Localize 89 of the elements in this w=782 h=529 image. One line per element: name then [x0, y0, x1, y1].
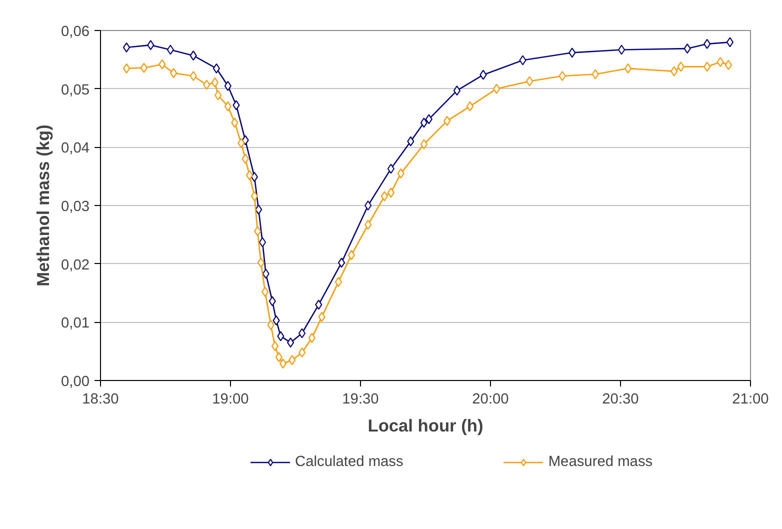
point — [279, 358, 287, 369]
point — [254, 226, 262, 236]
y-tick-label: 0,04 — [60, 140, 90, 157]
point — [726, 37, 734, 48]
point — [308, 332, 316, 343]
point — [724, 60, 732, 70]
x-tick-label: 18:30 — [82, 392, 119, 408]
y-tick-label: 0,02 — [60, 257, 90, 274]
point — [246, 170, 254, 180]
point — [267, 320, 274, 330]
point — [170, 68, 178, 78]
point — [255, 204, 262, 215]
point — [444, 116, 451, 126]
point — [203, 80, 210, 90]
point — [166, 44, 174, 55]
y-tick-label: 0,01 — [60, 316, 90, 332]
point — [250, 191, 258, 202]
point — [704, 62, 711, 72]
point — [268, 296, 276, 306]
point — [287, 338, 294, 348]
point — [122, 63, 130, 74]
point — [298, 347, 306, 358]
point — [224, 80, 232, 91]
point — [387, 164, 394, 174]
y-axis-title: Methanol mass (kg) — [32, 124, 53, 286]
x-tick-label: 21:00 — [732, 392, 769, 408]
point — [242, 154, 249, 164]
point — [397, 168, 404, 178]
point — [348, 250, 355, 260]
point — [677, 62, 684, 72]
point — [425, 114, 432, 124]
point — [211, 77, 218, 88]
point — [288, 355, 296, 366]
point — [526, 76, 534, 86]
point — [250, 172, 258, 182]
point — [387, 188, 394, 198]
point — [480, 70, 487, 80]
point — [262, 286, 269, 297]
point — [338, 258, 346, 268]
legend-label: Measured mass — [548, 454, 653, 470]
point — [140, 62, 148, 73]
point — [298, 328, 306, 338]
point — [704, 38, 711, 49]
point — [271, 341, 279, 352]
x-tick-label: 20:30 — [602, 392, 639, 408]
point — [262, 268, 270, 279]
point — [364, 200, 372, 211]
point — [275, 352, 282, 362]
point — [568, 48, 576, 58]
point — [318, 312, 326, 322]
point — [238, 138, 245, 148]
legend-label: Calculated mass — [295, 454, 404, 470]
point — [334, 276, 342, 287]
point — [231, 118, 238, 128]
point — [380, 191, 388, 202]
point — [122, 42, 130, 52]
y-tick-label: 0,05 — [60, 82, 90, 98]
x-tick-label: 19:30 — [342, 392, 379, 408]
point — [519, 55, 526, 66]
point — [212, 63, 220, 74]
point — [618, 44, 626, 55]
point — [258, 237, 266, 248]
point — [420, 139, 428, 150]
point — [407, 136, 414, 146]
point — [272, 315, 280, 326]
point — [277, 331, 284, 342]
point — [420, 118, 428, 128]
y-tick-label: 0,06 — [60, 24, 90, 40]
point — [315, 300, 322, 310]
point — [624, 63, 632, 74]
x-axis-title: Local hour (h) — [368, 416, 484, 436]
x-tick-label: 20:00 — [472, 392, 509, 408]
point — [214, 90, 222, 100]
point — [224, 101, 232, 112]
point — [257, 258, 264, 268]
point — [147, 40, 154, 50]
point — [670, 66, 678, 76]
point — [453, 86, 461, 96]
point — [592, 69, 599, 80]
point — [492, 84, 500, 94]
point — [232, 100, 240, 110]
point — [190, 50, 197, 61]
point — [466, 101, 474, 112]
point — [684, 44, 691, 54]
y-tick-label: 0,00 — [60, 374, 90, 390]
point — [364, 220, 372, 230]
y-tick-label: 0,03 — [60, 199, 90, 215]
x-tick-label: 19:00 — [212, 392, 249, 408]
point — [158, 59, 166, 70]
